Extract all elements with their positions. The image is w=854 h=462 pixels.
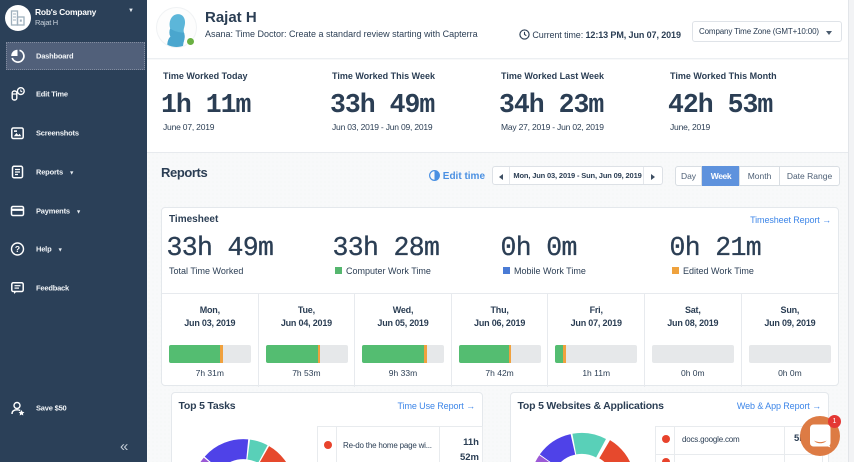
svg-text:?: ? [15,244,20,254]
